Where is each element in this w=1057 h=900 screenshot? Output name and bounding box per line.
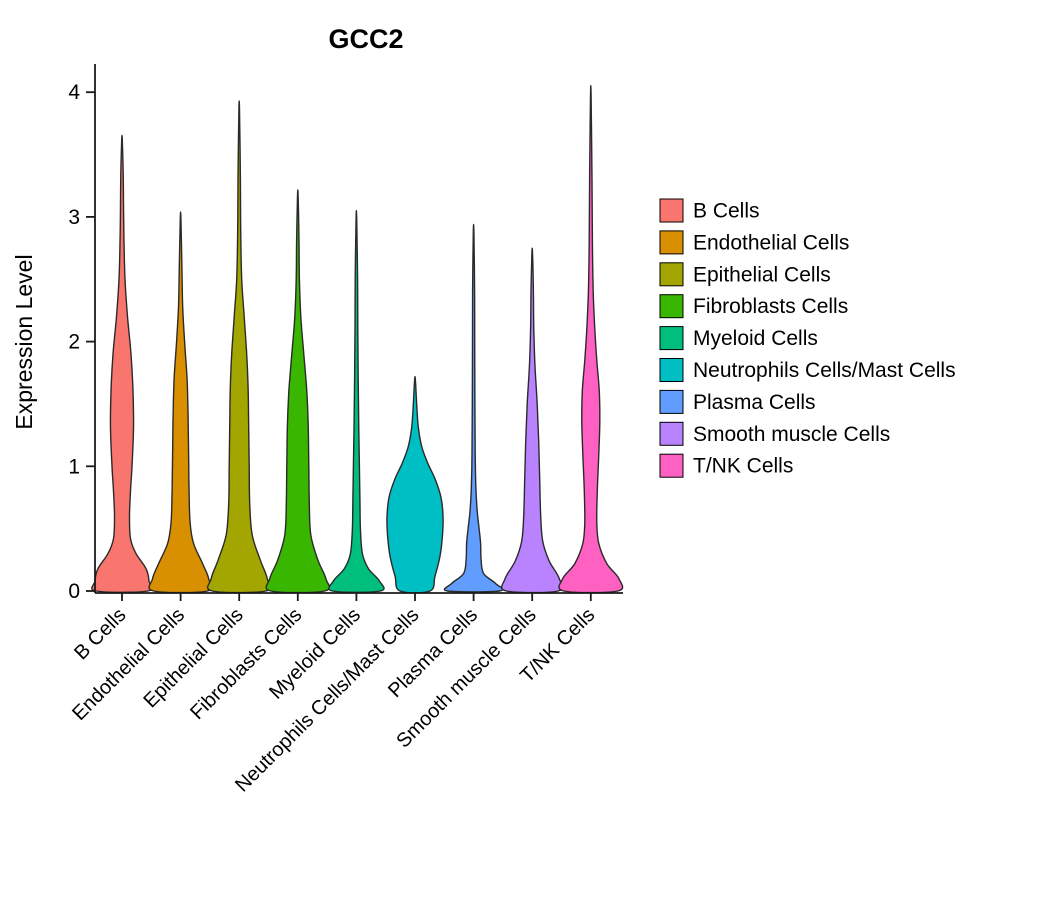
chart-title: GCC2 <box>328 24 403 54</box>
legend-swatch-myeloid-cells <box>659 326 684 351</box>
violin-myeloid-cells <box>328 209 385 593</box>
violin-smooth-muscle-cells <box>500 247 564 594</box>
legend-swatch-neutrophils-cells-mast-cells <box>659 358 684 382</box>
legend-label-b-cells: B Cells <box>693 200 760 223</box>
legend-swatch-fibroblasts-cells <box>659 294 684 319</box>
legend-label-epithelial-cells: Epithelial Cells <box>693 263 831 286</box>
legend-swatch-t-nk-cells <box>659 453 684 478</box>
legend-swatch-endothelial-cells <box>659 230 684 255</box>
violin-fibroblasts-cells <box>265 189 331 594</box>
legend-label-neutrophils-cells-mast-cells: Neutrophils Cells/Mast Cells <box>693 359 956 382</box>
y-tick-label-3: 3 <box>68 206 80 229</box>
legend-swatch-b-cells <box>659 198 684 223</box>
violin-b-cells <box>91 134 153 593</box>
violin-t-nk-cells <box>558 84 624 594</box>
legend-label-fibroblasts-cells: Fibroblasts Cells <box>693 295 848 318</box>
violin-neutrophils-cells-mast-cells <box>386 375 444 594</box>
legend-swatch-smooth-muscle-cells <box>659 421 684 446</box>
legend-label-smooth-muscle-cells: Smooth muscle Cells <box>693 423 890 446</box>
y-tick-label-2: 2 <box>68 331 80 354</box>
violin-epithelial-cells <box>206 100 272 594</box>
legend-label-myeloid-cells: Myeloid Cells <box>693 327 818 350</box>
legend-swatch-plasma-cells <box>659 389 684 414</box>
legend-label-plasma-cells: Plasma Cells <box>693 391 816 414</box>
legend-label-endothelial-cells: Endothelial Cells <box>693 231 849 254</box>
y-axis-label: Expression Level <box>11 254 37 429</box>
y-tick-label-0: 0 <box>68 580 80 603</box>
legend-label-t-nk-cells: T/NK Cells <box>693 455 793 478</box>
violin-plasma-cells <box>443 223 504 593</box>
violins-group <box>91 84 624 594</box>
legend-swatch-epithelial-cells <box>659 262 684 287</box>
x-tick-label-epithelial-cells: Epithelial Cells <box>139 604 247 712</box>
y-tick-label-1: 1 <box>68 455 80 478</box>
violin-endothelial-cells <box>148 211 213 594</box>
legend-group: B Cells Endothelial Cells Epithelial Cells… <box>659 198 956 478</box>
y-tick-label-4: 4 <box>68 81 80 104</box>
